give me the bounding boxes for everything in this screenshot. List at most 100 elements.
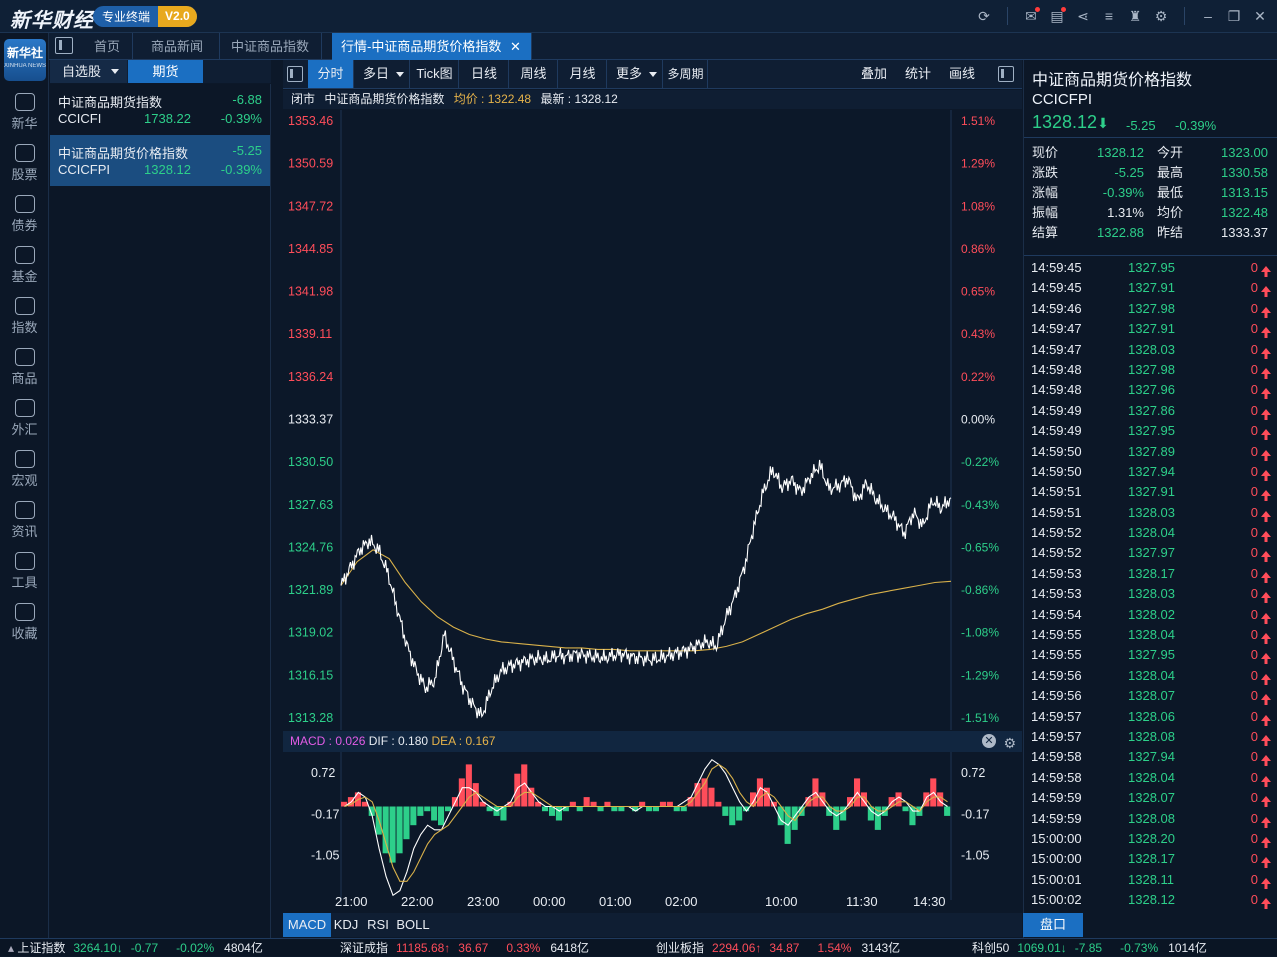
skin-icon[interactable]: ♜ xyxy=(1128,8,1142,24)
period-button-multiday[interactable]: 多日 xyxy=(355,60,410,88)
macd-histogram-bar xyxy=(486,806,493,812)
macd-histogram-bar xyxy=(500,806,507,821)
macd-y-tick-label: -1.05 xyxy=(311,849,340,863)
macd-histogram-bar xyxy=(895,792,902,807)
watchlist-tab-favorites[interactable]: 自选股 xyxy=(50,60,127,83)
period-button-monthly[interactable]: 月线 xyxy=(559,60,607,88)
tick-row: 15:00:01 1328.11 0 xyxy=(1024,870,1277,890)
tick-price: 1328.12 xyxy=(1128,892,1175,908)
period-button-weekly[interactable]: 周线 xyxy=(510,60,558,88)
tick-time: 14:59:47 xyxy=(1031,321,1082,337)
refresh-icon[interactable]: ⟳ xyxy=(978,8,990,24)
watch-name: 中证商品期货价格指数 xyxy=(58,146,189,161)
intraday-chart[interactable]: 1353.46 1.51% 1350.59 1.29% 1347.72 1.08% 1344… xyxy=(283,110,1022,910)
nav-item-label: 收藏 xyxy=(11,626,38,641)
tick-price: 1327.95 xyxy=(1128,260,1175,275)
macd-histogram-bar xyxy=(528,787,535,807)
mail-icon[interactable]: ✉ xyxy=(1022,6,1040,26)
macd-histogram-bar xyxy=(646,806,653,812)
message-icon[interactable]: ▤ xyxy=(1048,6,1066,26)
indicator-tab-macd[interactable]: MACD xyxy=(283,913,331,937)
indicator-tab-kdj[interactable]: KDJ xyxy=(333,917,359,932)
macd-histogram-bar xyxy=(777,806,784,826)
status-index[interactable]: ▴ 上证指数 3264.10↓ -0.77 -0.02% 4804亿 xyxy=(8,939,263,957)
nav-item-macro[interactable]: 宏观 xyxy=(0,444,49,495)
nav-item-news[interactable]: 资讯 xyxy=(0,495,49,546)
nav-item-index[interactable]: 指数 xyxy=(0,291,49,342)
tab-quote-active[interactable]: 行情-中证商品期货价格指数 ✕ xyxy=(332,33,532,60)
up-arrow-icon: ↑ xyxy=(444,941,451,955)
toolbar-divider xyxy=(1184,7,1185,25)
settings-gear-icon[interactable]: ⚙ xyxy=(1154,8,1168,24)
pct-tick-label: -1.51% xyxy=(961,711,999,725)
tick-time: 14:59:50 xyxy=(1031,463,1082,479)
tick-row: 14:59:49 1327.95 0 xyxy=(1024,421,1277,441)
macd-histogram-bar xyxy=(341,801,348,807)
tab-commodity-news[interactable]: 商品新闻 xyxy=(135,33,221,60)
nav-item-stock-chart[interactable]: 股票 xyxy=(0,138,49,189)
tick-price: 1328.06 xyxy=(1128,708,1175,724)
stat-value: 1333.37 xyxy=(1221,225,1268,240)
nav-item-commodity[interactable]: 商品 xyxy=(0,342,49,393)
macro-icon xyxy=(14,450,35,468)
tick-row: 14:59:58 1328.04 0 xyxy=(1024,768,1277,788)
tick-list[interactable]: 14:59:45 1327.95 0 14:59:45 1327.91 0 14:59:46… xyxy=(1024,258,1277,911)
watchlist-row[interactable]: 中证商品期货价格指数 -5.25 CCICFPI 1328.12 -0.39% xyxy=(50,135,270,186)
right-panel-toggle-icon[interactable] xyxy=(998,66,1014,82)
nav-item-label: 宏观 xyxy=(11,473,38,488)
tab-home[interactable]: 首页 xyxy=(82,33,134,60)
nav-item-fund[interactable]: 基金 xyxy=(0,240,49,291)
minimize-icon[interactable]: – xyxy=(1204,8,1212,24)
restore-icon[interactable]: ❐ xyxy=(1227,8,1241,24)
tick-row: 14:59:47 1327.91 0 xyxy=(1024,319,1277,339)
period-button-tick[interactable]: Tick图 xyxy=(411,60,459,88)
tick-price: 1327.91 xyxy=(1128,280,1175,296)
dollar-icon xyxy=(14,399,35,417)
share-icon[interactable]: ⋖ xyxy=(1077,8,1089,24)
period-button-intraday[interactable]: 分时 xyxy=(308,60,354,88)
tick-time: 14:59:45 xyxy=(1031,280,1082,296)
tick-time: 14:59:46 xyxy=(1031,300,1082,316)
drawing-button[interactable]: 画线 xyxy=(948,66,975,81)
close-icon[interactable]: ✕ xyxy=(1254,8,1266,24)
status-index-name: 上证指数 xyxy=(17,941,66,955)
period-button-daily[interactable]: 日线 xyxy=(460,60,509,88)
statistics-button[interactable]: 统计 xyxy=(904,66,931,81)
status-index-price: 11185.68 xyxy=(396,941,445,955)
status-index[interactable]: 深证成指 11185.68↑ 36.67 0.33% 6418亿 xyxy=(326,939,589,957)
macd-value: MACD : 0.026 xyxy=(290,734,366,748)
macd-histogram-bar xyxy=(361,801,368,807)
period-button-more[interactable]: 更多 xyxy=(608,60,663,88)
watchlist-row[interactable]: 中证商品期货指数 -6.88 CCICFI 1738.22 -0.39% xyxy=(50,84,270,135)
watchlist-tab-futures[interactable]: 期货 xyxy=(128,60,203,83)
tab-csi-commodity-index[interactable]: 中证商品指数 xyxy=(219,33,323,60)
menu-icon[interactable]: ≡ xyxy=(1104,8,1114,24)
left-nav: 新华社 XINHUA NEWS 新华 股票 债券 基金 指数 商品 外汇宏观资讯 工具收藏 xyxy=(0,33,49,938)
nav-item-favorite[interactable]: 收藏 xyxy=(0,597,49,648)
nav-item-tool[interactable]: 工具 xyxy=(0,546,49,597)
overlay-button[interactable]: 叠加 xyxy=(860,66,887,81)
close-indicator-icon[interactable]: ✕ xyxy=(982,734,996,748)
up-arrow-icon: ↑ xyxy=(755,941,762,955)
tick-price: 1327.91 xyxy=(1128,484,1175,500)
indicator-settings-icon[interactable]: ⚙ xyxy=(1003,735,1016,751)
indicator-tab-boll[interactable]: BOLL xyxy=(396,917,430,932)
period-button-multiperiod[interactable]: 多周期 xyxy=(664,60,708,88)
y-tick-label: 1330.50 xyxy=(288,455,333,469)
quote-change: -5.25 xyxy=(1126,118,1156,133)
nav-item-xinhua[interactable]: 新华 xyxy=(0,87,49,138)
nav-item-bond[interactable]: 债券 xyxy=(0,189,49,240)
tab-close-icon[interactable]: ✕ xyxy=(509,39,521,54)
indicator-tab-rsi[interactable]: RSI xyxy=(367,917,389,932)
xinhua-logo[interactable]: 新华社 XINHUA NEWS xyxy=(4,39,46,81)
stat-label: 涨跌 xyxy=(1032,165,1059,180)
pct-tick-label: -1.29% xyxy=(961,668,999,682)
nav-item-dollar[interactable]: 外汇 xyxy=(0,393,49,444)
panel-toggle-icon[interactable] xyxy=(287,66,303,82)
status-index[interactable]: 科创50 1069.01↓ -7.85 -0.73% 1014亿 xyxy=(958,939,1207,957)
panel-toggle-icon[interactable] xyxy=(55,37,73,54)
x-tick-label: 11:30 xyxy=(846,894,878,909)
macd-histogram-bar xyxy=(819,792,826,807)
status-index[interactable]: 创业板指 2294.06↑ 34.87 1.54% 3143亿 xyxy=(642,939,900,957)
order-book-tab[interactable]: 盘口 xyxy=(1023,913,1083,937)
